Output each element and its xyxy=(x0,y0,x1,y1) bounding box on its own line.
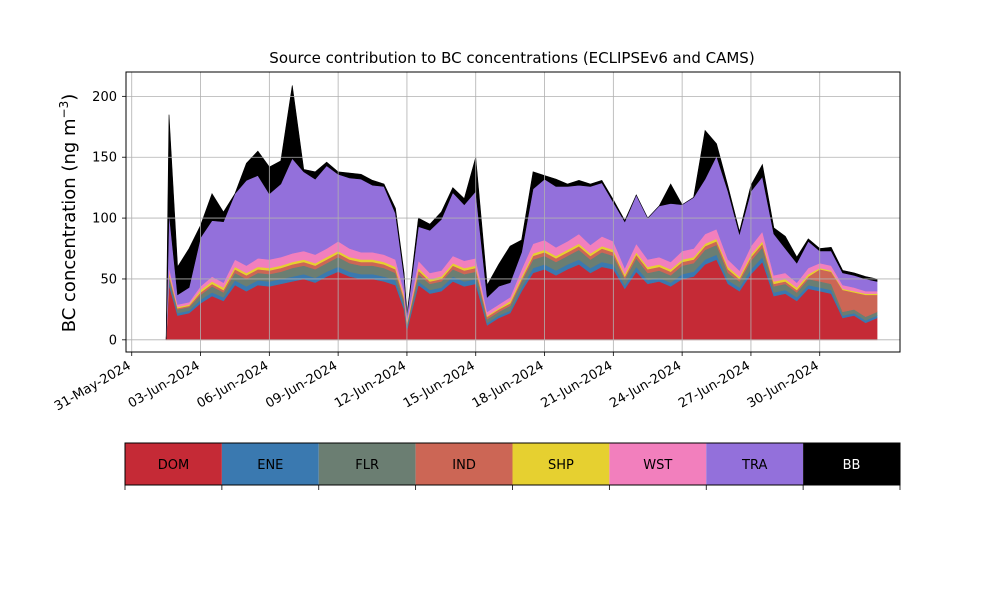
x-tick-label: 21-Jun-2024 xyxy=(539,358,616,411)
x-tick-label: 03-Jun-2024 xyxy=(126,358,203,411)
legend-label-bb: BB xyxy=(843,458,861,473)
y-axis-label-base: BC concentration (ng m xyxy=(59,118,80,332)
legend-swatch-tra xyxy=(706,443,804,485)
legend-swatch-ene xyxy=(221,443,319,485)
legend-swatch-ind xyxy=(415,443,513,485)
x-tick-label: 06-Jun-2024 xyxy=(195,358,272,411)
y-tick-label: 100 xyxy=(92,212,117,227)
area-series-bb xyxy=(165,85,878,340)
x-tick-label: 12-Jun-2024 xyxy=(332,358,409,411)
legend-swatch-flr xyxy=(318,443,416,485)
y-axis-label-exponent: −3 xyxy=(57,101,71,119)
y-tick-label: 200 xyxy=(92,90,117,105)
y-tick-label: 50 xyxy=(100,272,117,287)
legend-label-dom: DOM xyxy=(158,458,189,473)
x-tick-label: 09-Jun-2024 xyxy=(263,358,340,411)
plot-area: 0 50 100 150 200 31-May-202403-Jun-202406-Jun… xyxy=(52,71,901,414)
legend-swatch-wst xyxy=(609,443,707,485)
x-tick-label: 24-Jun-2024 xyxy=(607,358,684,411)
y-tick-label: 0 xyxy=(109,333,117,348)
x-tick-label: 15-Jun-2024 xyxy=(401,358,478,411)
legend-swatch-dom xyxy=(125,443,222,485)
x-tick-label: 31-May-2024 xyxy=(52,358,134,414)
chart-title: Source contribution to BC concentrations… xyxy=(269,49,754,67)
legend-label-flr: FLR xyxy=(355,458,379,473)
legend-swatch-bb xyxy=(803,443,900,485)
y-axis-label-close: ) xyxy=(59,94,80,101)
y-axis-label: BC concentration (ng m−3) xyxy=(57,94,80,333)
legend-label-wst: WST xyxy=(643,458,672,473)
legend-label-ene: ENE xyxy=(257,458,283,473)
legend-label-tra: TRA xyxy=(741,458,767,473)
x-tick-label: 18-Jun-2024 xyxy=(470,358,547,411)
x-tick-label: 27-Jun-2024 xyxy=(676,358,753,411)
legend-label-shp: SHP xyxy=(548,458,574,473)
x-tick-label: 30-Jun-2024 xyxy=(745,358,822,411)
y-tick-label: 150 xyxy=(92,151,117,166)
legend: DOM ENE FLR IND SHP WST TRA BB xyxy=(124,442,901,490)
legend-label-ind: IND xyxy=(452,458,476,473)
plot-frame xyxy=(125,71,901,353)
legend-swatch-shp xyxy=(512,443,610,485)
